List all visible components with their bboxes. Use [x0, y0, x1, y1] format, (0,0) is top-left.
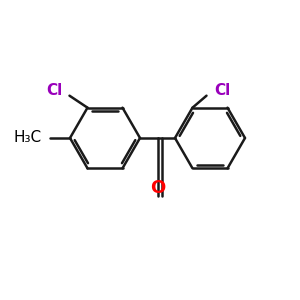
- Text: O: O: [150, 179, 166, 197]
- Text: Cl: Cl: [214, 83, 231, 98]
- Text: H₃C: H₃C: [14, 130, 42, 146]
- Text: Cl: Cl: [46, 83, 63, 98]
